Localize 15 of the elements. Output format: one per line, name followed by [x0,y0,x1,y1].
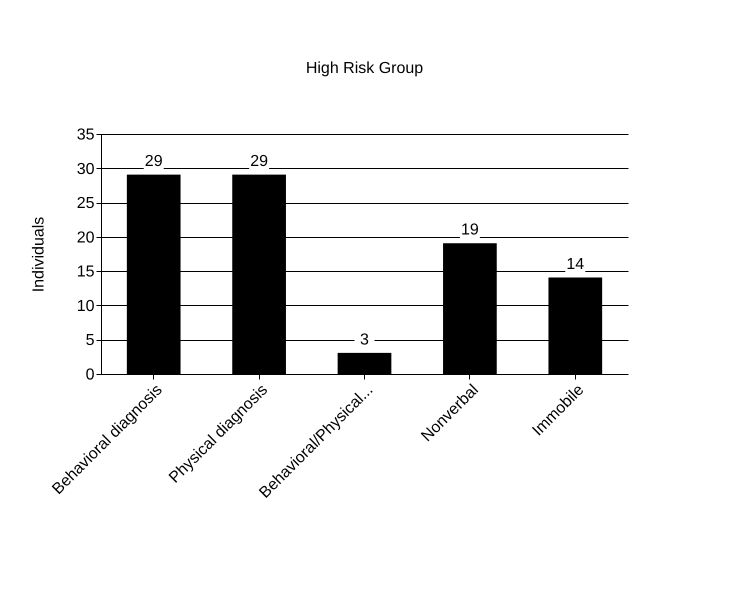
data-label: 29 [144,153,163,170]
y-tick-label: 20 [76,229,95,246]
y-tick-label: 10 [76,298,95,315]
data-label: 29 [250,153,268,170]
y-tick-label: 35 [76,126,95,144]
y-axis-title: Individuals [30,216,48,292]
data-label: 19 [461,222,479,239]
chart-title: High Risk Group [306,60,424,77]
y-tick-label: 15 [76,264,95,281]
data-label: 3 [360,331,370,348]
y-tick-label: 0 [86,366,95,384]
y-tick-label: 25 [76,195,95,212]
y-tick-label: 30 [76,160,95,178]
data-label: 14 [566,256,584,273]
y-tick-label: 5 [86,332,95,350]
